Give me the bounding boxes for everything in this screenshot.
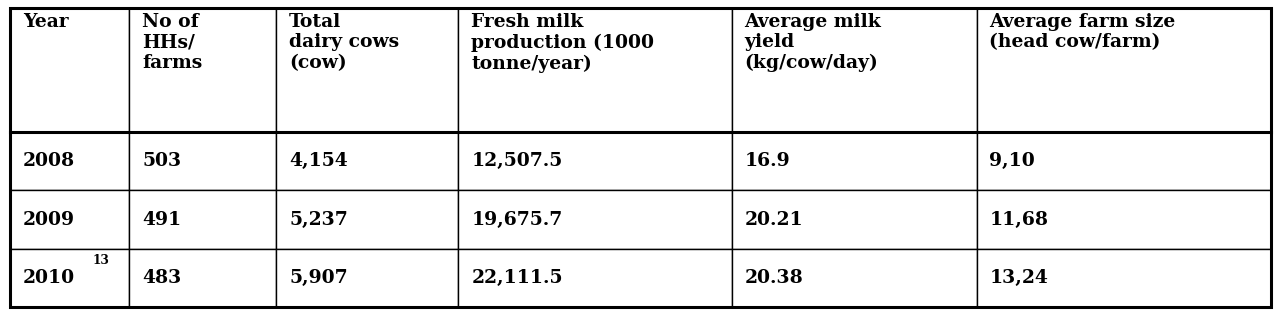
Text: 16.9: 16.9 [744,152,790,170]
Text: 5,237: 5,237 [290,211,348,229]
Bar [731,190,976,249]
Bar [976,249,1271,307]
Bar [10,8,129,132]
Text: 22,111.5: 22,111.5 [471,269,562,287]
Text: 19,675.7: 19,675.7 [471,211,562,229]
Bar [277,190,459,249]
Text: 2009: 2009 [23,211,76,229]
Text: 483: 483 [142,269,182,287]
Bar [976,190,1271,249]
Text: 12,507.5: 12,507.5 [471,152,562,170]
Text: 9,10: 9,10 [989,152,1035,170]
Bar [129,249,277,307]
Bar [129,8,277,132]
Text: 503: 503 [142,152,181,170]
Bar [10,132,129,190]
Text: 2010: 2010 [23,269,76,287]
Bar [976,8,1271,132]
Bar [277,132,459,190]
Text: 5,907: 5,907 [290,269,347,287]
Bar [459,132,731,190]
Bar [10,190,129,249]
Text: Average farm size
(head cow/farm): Average farm size (head cow/farm) [989,13,1176,51]
Bar [277,249,459,307]
Text: 13,24: 13,24 [989,269,1048,287]
Text: 13: 13 [94,255,110,267]
Text: 20.21: 20.21 [744,211,803,229]
Bar [731,132,976,190]
Bar [459,8,731,132]
Text: Total
dairy cows
(cow): Total dairy cows (cow) [290,13,400,72]
Bar [129,132,277,190]
Text: 4,154: 4,154 [290,152,348,170]
Text: Average milk
yield
(kg/cow/day): Average milk yield (kg/cow/day) [744,13,881,72]
Bar [10,249,129,307]
Text: No of
HHs/
farms: No of HHs/ farms [142,13,202,72]
Bar [459,190,731,249]
Text: 491: 491 [142,211,181,229]
Bar [459,249,731,307]
Text: 2008: 2008 [23,152,76,170]
Bar [731,249,976,307]
Text: 11,68: 11,68 [989,211,1048,229]
Bar [129,190,277,249]
Bar [976,132,1271,190]
Text: Fresh milk
production (1000
tonne/year): Fresh milk production (1000 tonne/year) [471,13,655,73]
Text: 20.38: 20.38 [744,269,803,287]
Bar [277,8,459,132]
Bar [731,8,976,132]
Text: Year: Year [23,13,69,31]
